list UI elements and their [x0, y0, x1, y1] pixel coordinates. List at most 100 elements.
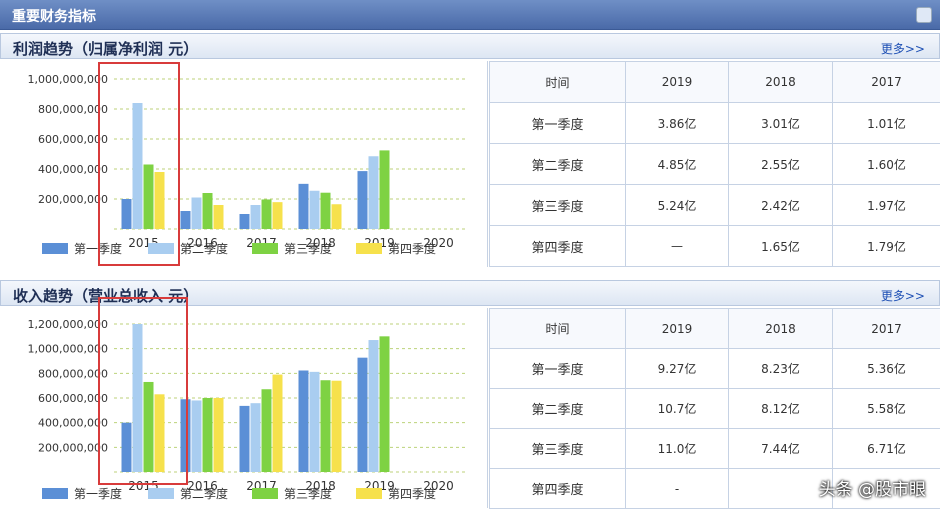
bar-2019-1 — [368, 156, 379, 229]
revenue-trend-header: 收入趋势（营业总收入 元） 更多>> — [0, 280, 940, 306]
table-row: 第二季度 4.85亿 2.55亿 1.60亿 — [489, 143, 940, 185]
x-tick-label: 2018 — [305, 236, 336, 250]
bar-2018-3 — [331, 380, 342, 472]
table-cell: 6.71亿 — [832, 428, 940, 469]
collapse-icon[interactable] — [916, 7, 932, 23]
legend-swatch — [42, 243, 68, 254]
y-tick-label: 600,000,000 — [38, 133, 108, 146]
legend-swatch — [42, 488, 68, 499]
table-header-row: 时间 2019 2018 2017 — [489, 308, 940, 349]
legend-label: 第三季度 — [284, 487, 333, 501]
profit-trend-section: 利润趋势（归属净利润 元） 更多>> 200,000,000 400,000,00… — [0, 33, 940, 269]
profit-trend-header: 利润趋势（归属净利润 元） 更多>> — [0, 33, 940, 59]
revenue-more-link[interactable]: 更多>> — [880, 289, 925, 303]
bar-2019-2 — [379, 150, 390, 229]
table-cell — [728, 468, 833, 509]
y-tick-label: 400,000,000 — [38, 163, 108, 176]
bar-2015-1 — [132, 324, 143, 472]
bar-2017-2 — [261, 199, 272, 229]
table-cell: 1.65亿 — [728, 225, 833, 267]
table-cell: 第三季度 — [489, 428, 626, 469]
table-cell: 9.27亿 — [625, 348, 729, 389]
revenue-chart: 200,000,000 400,000,000 600,000,000 800,000… — [0, 308, 488, 508]
table-row: 第一季度 3.86亿 3.01亿 1.01亿 — [489, 102, 940, 144]
bar-2019-1 — [368, 340, 379, 472]
bar-2016-2 — [202, 193, 213, 229]
table-cell: 第一季度 — [489, 348, 626, 389]
table-header-cell: 时间 — [489, 61, 626, 103]
profit-table: 时间 2019 2018 2017 第一季度 3.86亿 3.01亿 1.01亿 第二季度 4.8… — [489, 61, 940, 267]
table-cell: — — [625, 225, 729, 267]
legend-swatch — [148, 243, 174, 254]
x-tick-label: 2020 — [423, 236, 454, 250]
table-row: 第一季度 9.27亿 8.23亿 5.36亿 — [489, 348, 940, 389]
bar-2018-2 — [320, 192, 331, 229]
legend-label: 第二季度 — [180, 242, 229, 256]
y-tick-label: 200,000,000 — [38, 193, 108, 206]
profit-chart: 200,000,000 400,000,000 600,000,000 800,000… — [0, 61, 488, 267]
y-tick-label: 1,000,000,000 — [28, 343, 108, 356]
y-tick-label: 600,000,000 — [38, 392, 108, 405]
table-cell: 2.42亿 — [728, 184, 833, 226]
bar-2015-0 — [121, 422, 132, 472]
bar-2016-0 — [180, 399, 191, 472]
bar-2015-2 — [143, 164, 154, 229]
bar-2016-2 — [202, 398, 213, 472]
bar-2017-0 — [239, 214, 250, 229]
table-cell: 1.79亿 — [832, 225, 940, 267]
bar-2018-1 — [309, 371, 320, 472]
table-cell: 5.36亿 — [832, 348, 940, 389]
legend-label: 第四季度 — [388, 487, 437, 501]
table-cell: 1.01亿 — [832, 102, 940, 144]
revenue-legend: 第一季度 第二季度 第三季度 第四季度 — [42, 484, 482, 502]
bar-2017-3 — [272, 374, 283, 472]
legend-swatch — [148, 488, 174, 499]
table-row: 第三季度 5.24亿 2.42亿 1.97亿 — [489, 184, 940, 226]
bar-2016-1 — [191, 197, 202, 229]
profit-bar-chart: 200,000,000 400,000,000 600,000,000 800,000… — [28, 73, 468, 250]
table-cell: 第二季度 — [489, 143, 626, 185]
highlight-box-2015-revenue — [98, 297, 188, 485]
bar-2016-1 — [191, 400, 202, 472]
x-tick-label: 2016 — [187, 479, 218, 493]
y-tick-label: 800,000,000 — [38, 103, 108, 116]
table-cell: 3.86亿 — [625, 102, 729, 144]
watermark: 头条 @股市眼 — [818, 480, 926, 500]
table-row: 第二季度 10.7亿 8.12亿 5.58亿 — [489, 388, 940, 429]
bar-2015-3 — [154, 394, 165, 472]
table-header-row: 时间 2019 2018 2017 — [489, 61, 940, 103]
bar-2017-1 — [250, 403, 261, 472]
revenue-table: 时间 2019 2018 2017 第一季度 9.27亿 8.23亿 5.36亿 第二季度 10.… — [489, 308, 940, 509]
revenue-bar-chart: 200,000,000 400,000,000 600,000,000 800,000… — [28, 318, 468, 493]
x-tick-label: 2016 — [187, 236, 218, 250]
legend-label: 第四季度 — [388, 242, 437, 256]
y-tick-label: 1,200,000,000 — [28, 318, 108, 331]
table-header-cell: 2017 — [832, 308, 940, 349]
table-row: 第三季度 11.0亿 7.44亿 6.71亿 — [489, 428, 940, 469]
bar-2015-0 — [121, 199, 132, 229]
table-cell: 10.7亿 — [625, 388, 729, 429]
bar-2016-3 — [213, 398, 224, 472]
legend-swatch — [356, 243, 382, 254]
bar-2018-3 — [331, 204, 342, 229]
table-header-cell: 2019 — [625, 308, 729, 349]
profit-more-link[interactable]: 更多>> — [880, 42, 925, 56]
bar-2016-0 — [180, 211, 191, 229]
table-cell: 3.01亿 — [728, 102, 833, 144]
table-cell: 第一季度 — [489, 102, 626, 144]
legend-swatch — [356, 488, 382, 499]
table-cell — [832, 468, 940, 509]
table-header-cell: 2018 — [728, 61, 833, 103]
page-title: 重要财务指标 — [12, 9, 96, 25]
table-header-cell: 时间 — [489, 308, 626, 349]
y-tick-label: 400,000,000 — [38, 417, 108, 430]
bar-2017-3 — [272, 202, 283, 229]
bar-2015-1 — [132, 103, 143, 229]
table-cell: 第三季度 — [489, 184, 626, 226]
bar-2019-0 — [357, 171, 368, 229]
legend-swatch — [252, 243, 278, 254]
table-cell: - — [625, 468, 729, 509]
table-cell: 5.58亿 — [832, 388, 940, 429]
table-cell: 7.44亿 — [728, 428, 833, 469]
table-cell: 5.24亿 — [625, 184, 729, 226]
